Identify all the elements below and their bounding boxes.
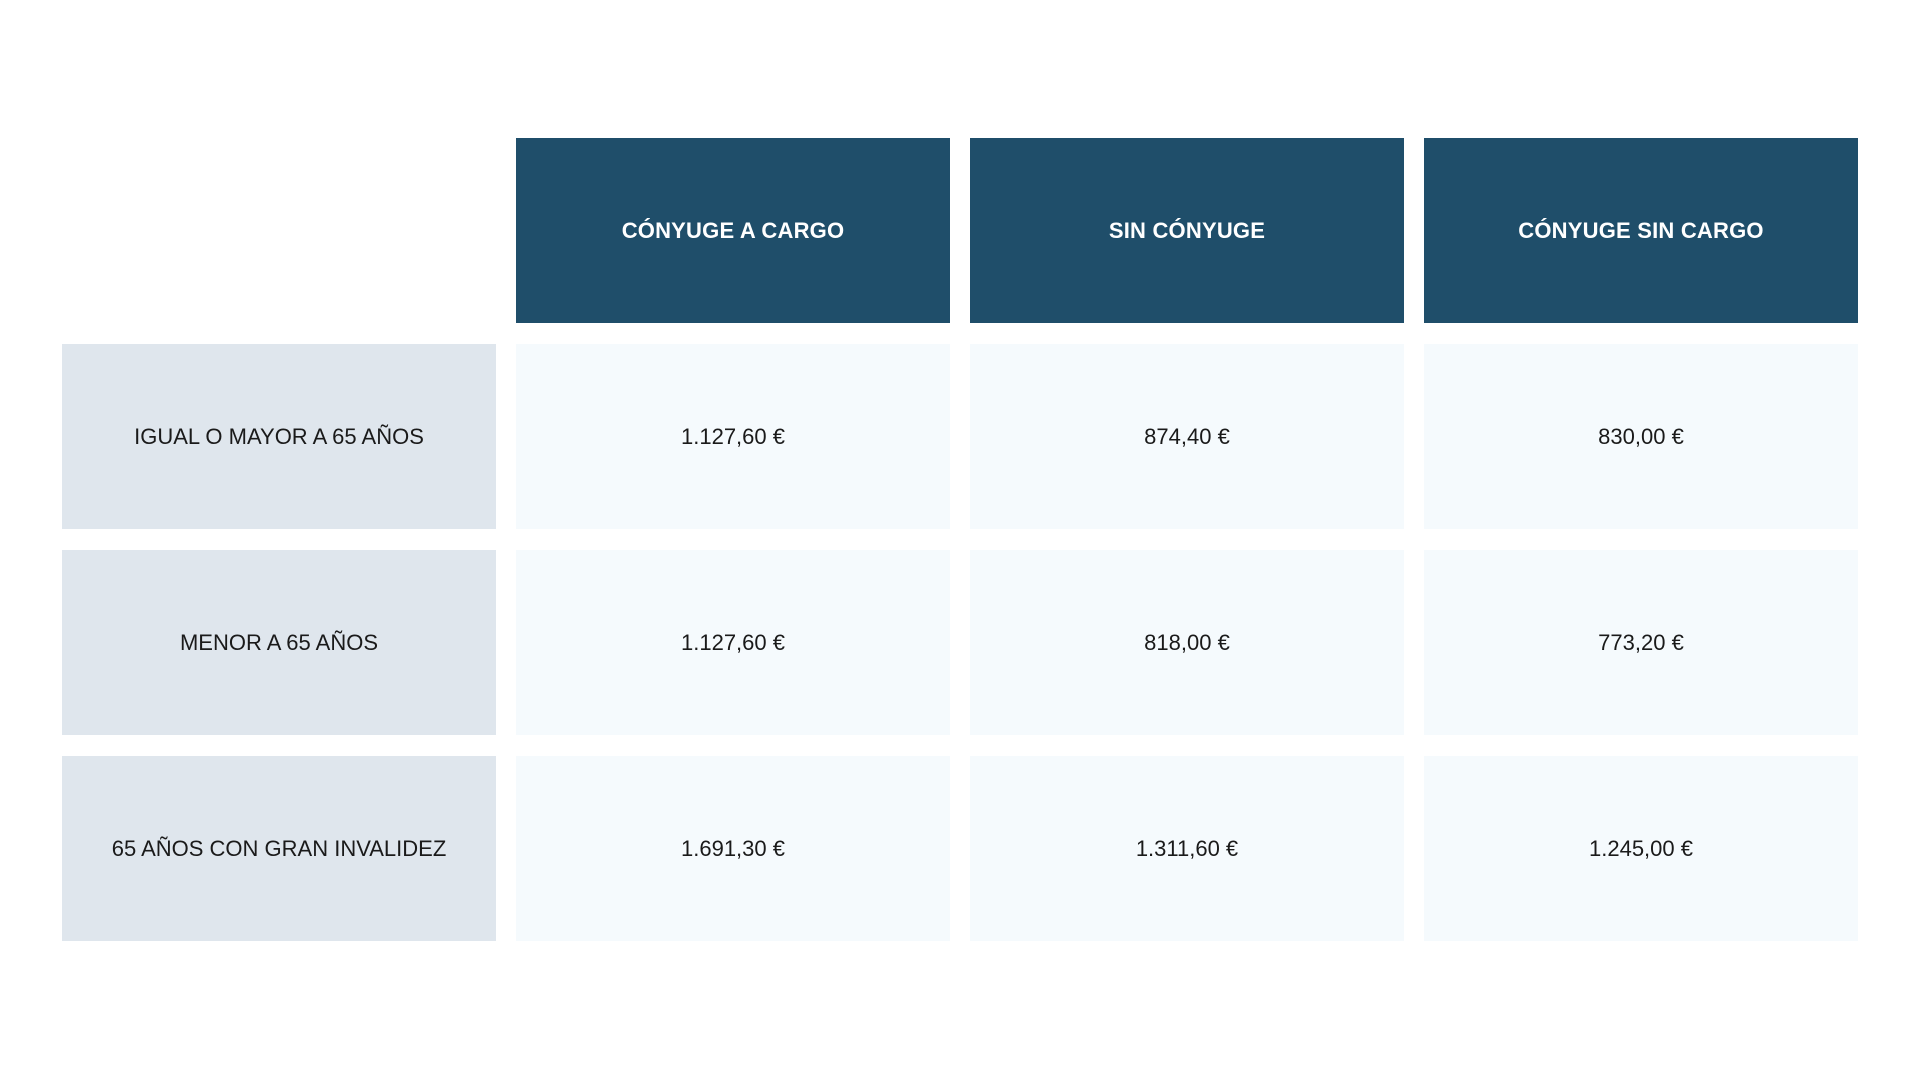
table-cell: 1.691,30 €	[516, 756, 950, 941]
table-cell: 1.127,60 €	[516, 550, 950, 735]
row-label: 65 AÑOS CON GRAN INVALIDEZ	[62, 756, 496, 941]
row-label: MENOR A 65 AÑOS	[62, 550, 496, 735]
column-header-conyuge-sin-cargo: CÓNYUGE SIN CARGO	[1424, 138, 1858, 323]
table-cell: 1.311,60 €	[970, 756, 1404, 941]
table-cell: 874,40 €	[970, 344, 1404, 529]
table-cell: 773,20 €	[1424, 550, 1858, 735]
row-label: IGUAL O MAYOR A 65 AÑOS	[62, 344, 496, 529]
table-cell: 818,00 €	[970, 550, 1404, 735]
table-cell: 1.245,00 €	[1424, 756, 1858, 941]
column-header-sin-conyuge: SIN CÓNYUGE	[970, 138, 1404, 323]
column-header-conyuge-a-cargo: CÓNYUGE A CARGO	[516, 138, 950, 323]
table-cell: 1.127,60 €	[516, 344, 950, 529]
table-cell: 830,00 €	[1424, 344, 1858, 529]
